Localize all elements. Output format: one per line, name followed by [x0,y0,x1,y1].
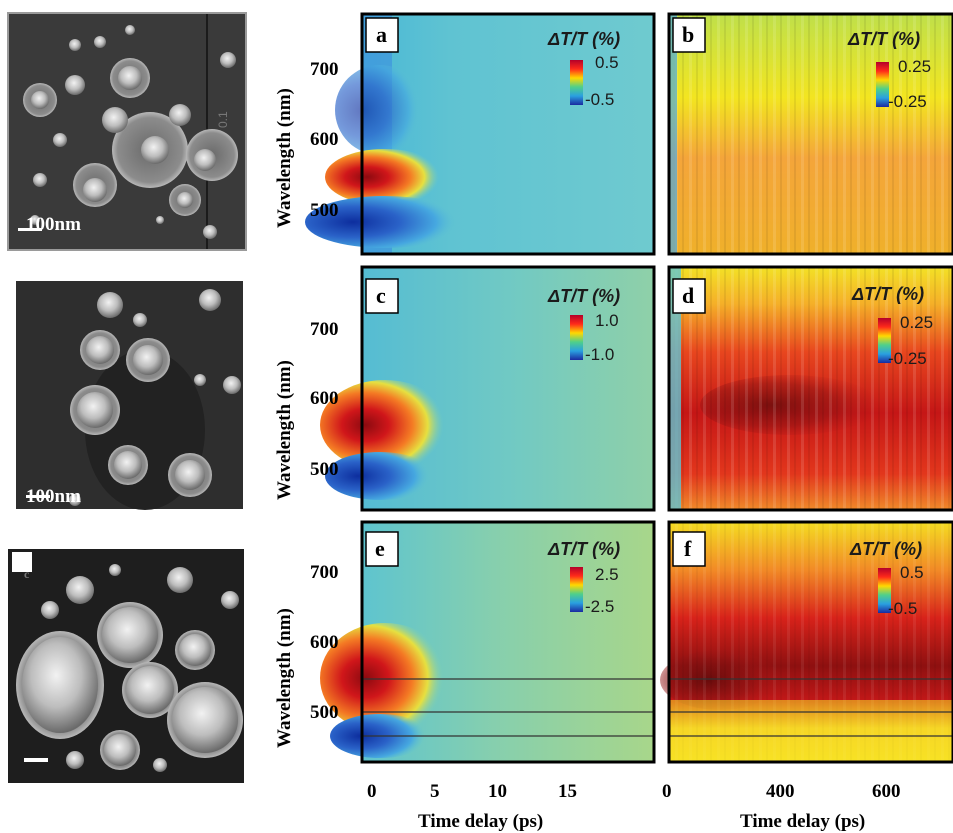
colorbar-c [570,315,583,360]
x-axes: 0 5 10 15 Time delay (ps) 0 400 600 Time… [367,781,901,832]
panel-labels: a b c d e f [365,17,706,567]
x-tick-right-0: 0 [662,781,672,802]
y-tick-700-row1: 700 [310,59,339,80]
x-tick-left-10: 10 [488,781,507,802]
y-tick-500-row2: 500 [310,459,339,480]
y-tick-700-row2: 700 [310,319,339,340]
panel-d [667,265,953,512]
x-axis-label-left: Time delay (ps) [418,811,543,832]
y-axis-label-row3: Wavelength (nm) [274,608,295,748]
panel-b [667,12,953,256]
colorbar-title-e: ΔT/T (%) [547,539,620,559]
colorbar-a [570,60,583,105]
tem-scale-label: 100nm [26,214,81,235]
colorbar-max-e: 2.5 [595,565,619,584]
colorbar-f [878,568,891,613]
panel-a [305,12,656,256]
colorbar-b [876,62,889,107]
x-tick-left-5: 5 [430,781,440,802]
colorbar-min-a: -0.5 [585,90,614,109]
colorbar-max-d: 0.25 [900,313,933,332]
panel-label-a: a [376,22,387,47]
panel-e [320,520,656,764]
tem-image-3: c [8,549,244,783]
colorbar-max-b: 0.25 [898,57,931,76]
panel-label-d: d [682,283,694,308]
y-axis-label-row1: Wavelength (nm) [274,88,295,228]
panel-label-c: c [376,283,386,308]
tem-image-1: 0.1 100nm [7,12,247,251]
x-tick-left-15: 15 [558,781,577,802]
y-axis-label-row2: Wavelength (nm) [274,360,295,500]
y-tick-600-row2: 600 [310,388,339,409]
x-tick-left-0: 0 [367,781,377,802]
colorbar-max-a: 0.5 [595,53,619,72]
scale-bar [26,495,50,498]
tem-corner-label: c [24,567,30,581]
colorbar-min-b: -0.25 [888,92,927,111]
tem-image-2: 100nm [16,281,243,510]
colorbar-title-c: ΔT/T (%) [547,286,620,306]
colorbar-title-d: ΔT/T (%) [851,284,924,304]
colorbar-min-d: -0.25 [888,349,927,368]
y-tick-500-row3: 500 [310,702,339,723]
colorbar-d [878,318,891,363]
colorbar-min-e: -2.5 [585,597,614,616]
y-tick-600-row1: 600 [310,129,339,150]
tem-corner-box [12,552,32,572]
x-axis-label-right: Time delay (ps) [740,811,865,832]
y-tick-600-row3: 600 [310,632,339,653]
colorbar-min-f: -0.5 [888,599,917,618]
colorbar-min-c: -1.0 [585,345,614,364]
colorbar-title-b: ΔT/T (%) [847,29,920,49]
tem-size-label: 0.1 [216,111,230,128]
tem-scale-label: 100nm [26,486,81,507]
scale-bar [18,228,42,231]
panel-label-b: b [682,22,694,47]
colorbar-e [570,567,583,612]
panel-f [660,520,953,764]
panel-label-f: f [684,536,692,561]
colorbar-max-c: 1.0 [595,311,619,330]
y-tick-500-row1: 500 [310,200,339,221]
colorbar-max-f: 0.5 [900,563,924,582]
panel-label-e: e [375,536,385,561]
x-tick-right-600: 600 [872,781,901,802]
colorbar-title-f: ΔT/T (%) [849,539,922,559]
y-tick-700-row3: 700 [310,562,339,583]
scale-bar [24,758,48,762]
colorbar-title-a: ΔT/T (%) [547,29,620,49]
colorbars: ΔT/T (%) 0.5 -0.5 ΔT/T (%) 0.25 -0.25 ΔT… [547,29,933,618]
y-axes: Wavelength (nm) 700 600 500 Wavelength (… [274,59,339,748]
x-tick-right-400: 400 [766,781,795,802]
panel-c [320,265,656,512]
